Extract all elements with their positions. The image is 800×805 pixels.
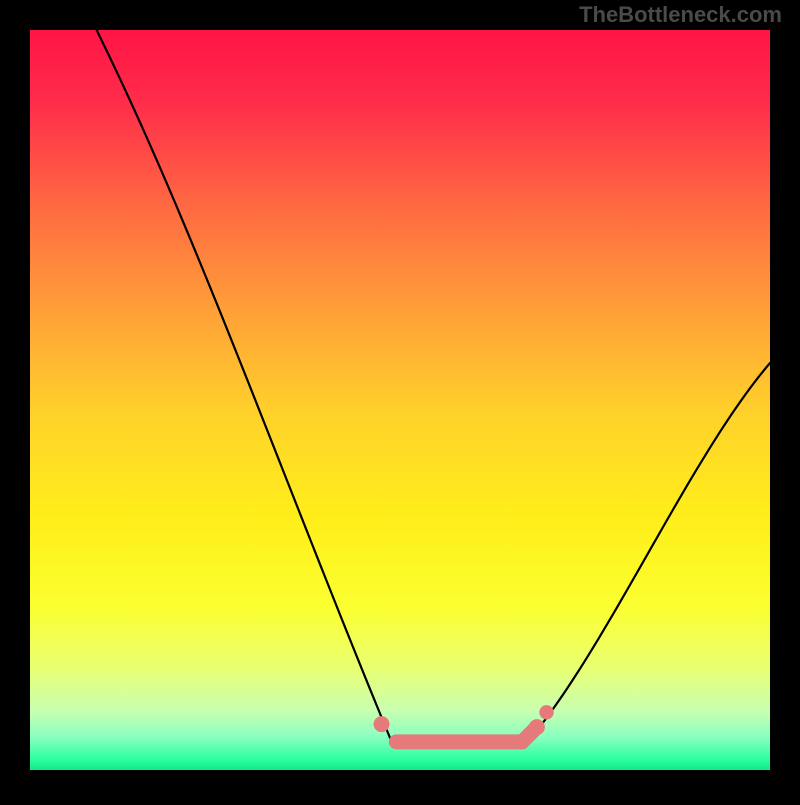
chart-svg xyxy=(0,0,800,800)
gradient-background xyxy=(30,30,770,770)
attribution-text: TheBottleneck.com xyxy=(0,2,782,28)
chart-frame xyxy=(0,0,800,805)
